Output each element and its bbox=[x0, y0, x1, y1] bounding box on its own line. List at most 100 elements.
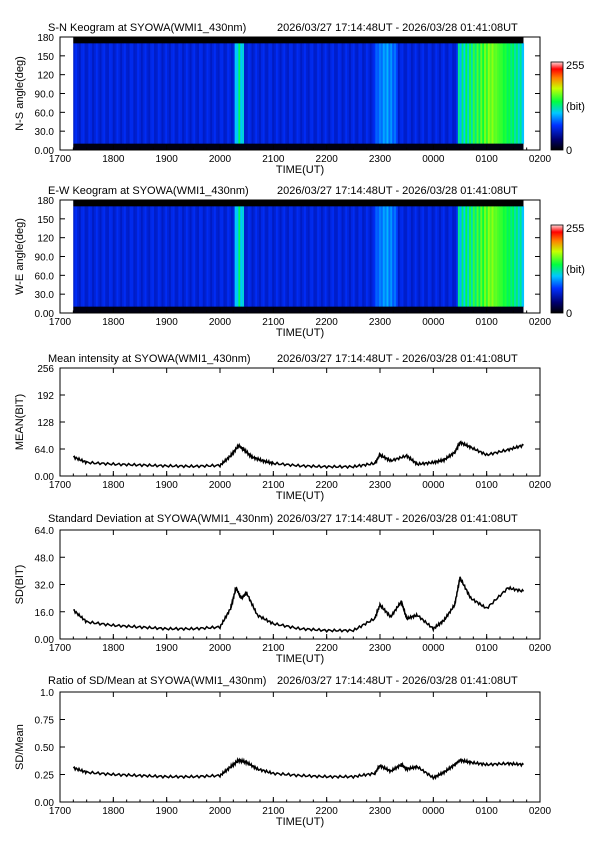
x-tick-label: 1700 bbox=[49, 480, 72, 491]
heatmap-cell bbox=[110, 43, 114, 144]
heatmap-cell bbox=[270, 43, 273, 144]
heatmap-cell bbox=[159, 206, 163, 307]
heatmap-cell bbox=[247, 206, 251, 307]
heatmap-cell bbox=[259, 43, 262, 144]
heatmap-cell bbox=[493, 206, 496, 307]
x-tick-label: 2000 bbox=[209, 643, 232, 654]
heatmap-cell bbox=[476, 43, 480, 144]
heatmap-cell bbox=[82, 43, 86, 144]
x-tick-label: 1700 bbox=[49, 317, 72, 328]
heatmap-cell bbox=[215, 206, 219, 307]
heatmap-cell bbox=[307, 43, 311, 144]
y-tick-label: 90.0 bbox=[35, 90, 55, 101]
heatmap-cell bbox=[489, 43, 493, 144]
heatmap-edge-bottom bbox=[73, 306, 524, 313]
heatmap-cell bbox=[461, 43, 465, 144]
heatmap-cell bbox=[386, 43, 390, 144]
heatmap-cell bbox=[97, 43, 101, 144]
colorbar bbox=[550, 61, 564, 151]
heatmap-cell bbox=[407, 206, 410, 307]
colorbar-min-label: 0 bbox=[566, 145, 572, 157]
y-tick-label: 150 bbox=[37, 52, 54, 63]
heatmap-cell bbox=[137, 206, 140, 307]
x-tick-label: 2300 bbox=[369, 154, 392, 165]
heatmap-cell bbox=[495, 43, 498, 144]
heatmap-cell bbox=[482, 43, 485, 144]
heatmap-cell bbox=[469, 43, 472, 144]
heatmap-cell bbox=[435, 206, 438, 307]
heatmap-cell bbox=[75, 206, 78, 307]
heatmap-cell bbox=[198, 43, 202, 144]
x-tick-label: 1700 bbox=[49, 806, 72, 817]
heatmap-cell bbox=[394, 43, 397, 144]
heatmap-cell bbox=[358, 206, 361, 307]
heatmap-cell bbox=[324, 206, 328, 307]
x-tick-label: 2100 bbox=[262, 806, 285, 817]
heatmap-cell bbox=[245, 206, 249, 307]
panel-time-range: 2026/03/27 17:14:48UT - 2026/03/28 01:41… bbox=[277, 22, 518, 34]
heatmap-cell bbox=[174, 43, 178, 144]
heatmap-cell bbox=[285, 43, 288, 144]
heatmap-cell bbox=[319, 206, 322, 307]
heatmap-cell bbox=[397, 43, 401, 144]
heatmap-cell bbox=[212, 43, 215, 144]
heatmap-cell bbox=[193, 43, 196, 144]
heatmap-cell bbox=[170, 43, 174, 144]
y-axis-label: SD/Mean bbox=[14, 724, 26, 770]
heatmap-cell bbox=[107, 43, 110, 144]
x-tick-label: 1800 bbox=[102, 643, 125, 654]
heatmap-cell bbox=[274, 206, 277, 307]
heatmap-cell bbox=[450, 43, 453, 144]
heatmap-cell bbox=[229, 43, 232, 144]
heatmap-cell bbox=[418, 43, 421, 144]
x-tick-label: 0000 bbox=[422, 154, 445, 165]
heatmap-cell bbox=[183, 206, 187, 307]
heatmap-cell bbox=[123, 206, 127, 307]
heatmap-cell bbox=[230, 206, 234, 307]
heatmap-cell bbox=[236, 206, 239, 307]
x-tick-label: 2300 bbox=[369, 643, 392, 654]
heatmap-cell bbox=[105, 43, 108, 144]
x-tick-label: 2000 bbox=[209, 154, 232, 165]
heatmap-cell bbox=[277, 43, 281, 144]
heatmap-cell bbox=[78, 206, 82, 307]
heatmap-cell bbox=[504, 43, 508, 144]
panel-title: S-N Keogram at SYOWA(WMI1_430nm) bbox=[48, 22, 246, 34]
heatmap-cell bbox=[73, 206, 76, 307]
heatmap-cell bbox=[437, 206, 440, 307]
heatmap-cell bbox=[300, 206, 303, 307]
heatmap-cell bbox=[103, 43, 106, 144]
heatmap-cell bbox=[244, 43, 247, 144]
heatmap-edge-bottom bbox=[73, 143, 524, 150]
heatmap-cell bbox=[95, 43, 99, 144]
heatmap-cell bbox=[244, 206, 247, 307]
heatmap-cell bbox=[470, 206, 474, 307]
heatmap-cell bbox=[403, 43, 406, 144]
x-tick-label: 2000 bbox=[209, 480, 232, 491]
heatmap-cell bbox=[200, 43, 204, 144]
heatmap-cell bbox=[93, 43, 97, 144]
heatmap-cell bbox=[249, 43, 253, 144]
y-tick-label: 60.0 bbox=[35, 108, 55, 119]
heatmap-cell bbox=[382, 206, 386, 307]
heatmap-cell bbox=[92, 206, 95, 307]
heatmap-cell bbox=[116, 43, 119, 144]
heatmap-cell bbox=[420, 43, 423, 144]
heatmap-cell bbox=[403, 206, 406, 307]
heatmap-cell bbox=[476, 206, 480, 307]
heatmap-cell bbox=[369, 206, 373, 307]
panel-2: E-W Keogram at SYOWA(WMI1_430nm) 2026/03/… bbox=[14, 185, 585, 339]
y-tick-label: 32.0 bbox=[35, 581, 55, 592]
heatmap-cell bbox=[390, 206, 393, 307]
heatmap-cell bbox=[330, 43, 333, 144]
heatmap-cell bbox=[148, 206, 151, 307]
heatmap-cell bbox=[510, 43, 513, 144]
heatmap-cell bbox=[77, 43, 80, 144]
heatmap-cell bbox=[500, 206, 504, 307]
heatmap-edge-top bbox=[73, 37, 524, 44]
colorbar-unit-label: (bit) bbox=[566, 264, 585, 276]
heatmap-cell bbox=[435, 43, 438, 144]
heatmap-cell bbox=[167, 43, 170, 144]
heatmap-cell bbox=[198, 206, 202, 307]
heatmap-cell bbox=[307, 206, 311, 307]
